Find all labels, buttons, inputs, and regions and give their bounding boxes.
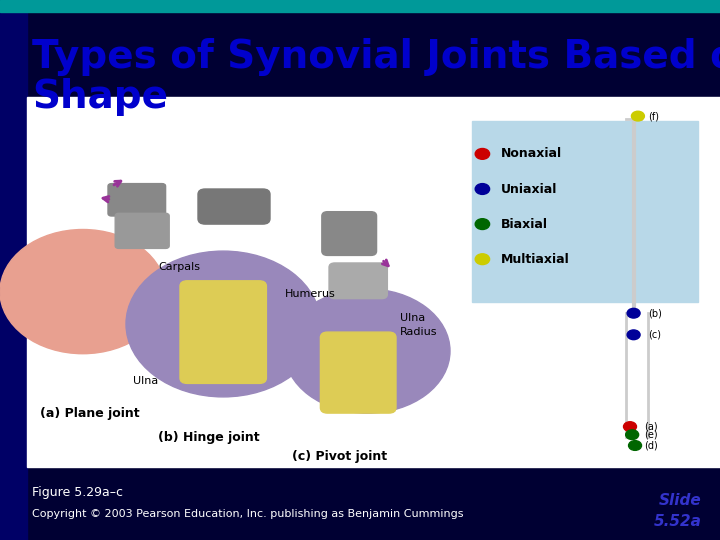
Text: Figure 5.29a–c: Figure 5.29a–c — [32, 486, 123, 499]
Text: Biaxial: Biaxial — [500, 218, 547, 231]
FancyBboxPatch shape — [180, 281, 266, 383]
Bar — [472, 122, 698, 302]
Circle shape — [624, 422, 636, 431]
Text: (c): (c) — [648, 330, 661, 340]
Text: Nonaxial: Nonaxial — [500, 147, 562, 160]
FancyBboxPatch shape — [320, 332, 396, 413]
Text: Shape: Shape — [32, 78, 168, 116]
Text: (b): (b) — [648, 308, 662, 318]
Text: Multiaxial: Multiaxial — [500, 253, 569, 266]
Text: Copyright © 2003 Pearson Education, Inc. publishing as Benjamin Cummings: Copyright © 2003 Pearson Education, Inc.… — [32, 509, 464, 519]
Text: (f): (f) — [648, 111, 659, 121]
Circle shape — [284, 289, 450, 413]
Bar — [0, 0, 27, 540]
Circle shape — [475, 148, 490, 159]
Circle shape — [475, 254, 490, 265]
FancyBboxPatch shape — [108, 184, 166, 216]
Circle shape — [626, 430, 639, 440]
Text: 5.52a: 5.52a — [654, 514, 702, 529]
Circle shape — [475, 184, 490, 194]
Bar — [27, 97, 720, 467]
Text: Radius: Radius — [400, 327, 437, 337]
Text: Carpals: Carpals — [158, 262, 200, 272]
Text: (c) Pivot joint: (c) Pivot joint — [292, 450, 387, 463]
Text: (d): (d) — [644, 441, 658, 450]
Text: Types of Synovial Joints Based on: Types of Synovial Joints Based on — [32, 38, 720, 76]
Circle shape — [627, 330, 640, 340]
FancyBboxPatch shape — [322, 212, 377, 255]
Text: Ulna: Ulna — [133, 376, 158, 386]
Text: (e): (e) — [644, 430, 658, 440]
Circle shape — [475, 219, 490, 230]
Text: (b) Hinge joint: (b) Hinge joint — [158, 431, 260, 444]
Text: Slide: Slide — [660, 492, 702, 508]
FancyBboxPatch shape — [329, 263, 387, 299]
Text: Humerus: Humerus — [284, 289, 335, 299]
Circle shape — [627, 308, 640, 318]
Circle shape — [629, 441, 642, 450]
FancyBboxPatch shape — [115, 213, 169, 248]
FancyBboxPatch shape — [198, 189, 270, 224]
Text: (a) Plane joint: (a) Plane joint — [40, 407, 139, 420]
Circle shape — [0, 230, 166, 354]
Circle shape — [631, 111, 644, 121]
Bar — [0, 0, 720, 12]
Text: (a): (a) — [644, 422, 658, 431]
Text: Uniaxial: Uniaxial — [500, 183, 557, 195]
Circle shape — [126, 251, 320, 397]
Text: Ulna: Ulna — [400, 313, 425, 323]
